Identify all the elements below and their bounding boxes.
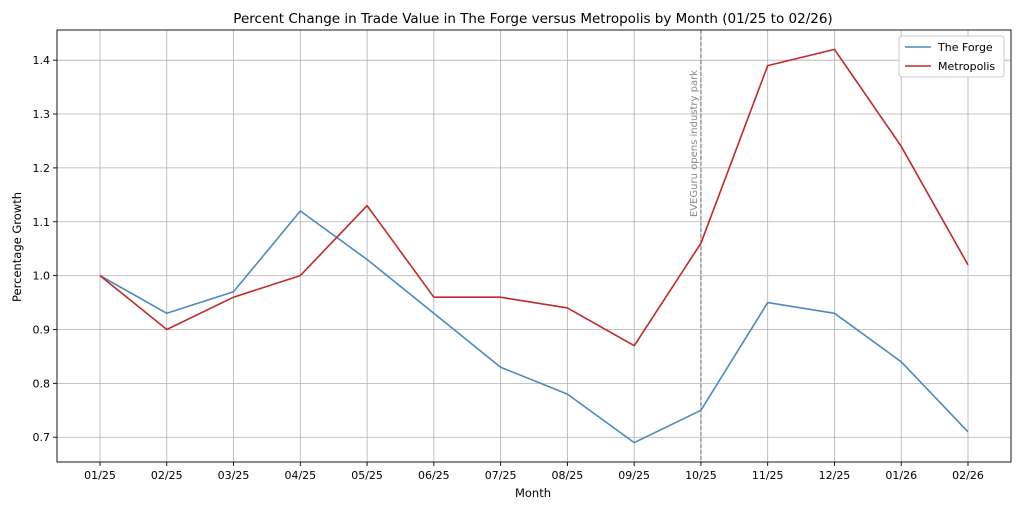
- x-tick-label: 05/25: [351, 469, 383, 482]
- y-axis-ticks: 0.7 0.8 0.9 1.0 1.1 1.2 1.3 1.4: [33, 54, 57, 444]
- x-tick-label: 02/25: [151, 469, 183, 482]
- x-tick-label: 12/25: [819, 469, 851, 482]
- reference-layer: EVEGuru opens industry park: [57, 30, 1011, 462]
- x-tick-label: 03/25: [218, 469, 250, 482]
- y-tick-label: 0.8: [33, 377, 51, 390]
- series-layer: [99, 48, 969, 444]
- x-tick-label: 06/25: [418, 469, 450, 482]
- legend-label: Metropolis: [938, 60, 995, 73]
- x-tick-label: 09/25: [618, 469, 650, 482]
- legend: The Forge Metropolis: [898, 35, 1005, 78]
- x-tick-label: 04/25: [284, 469, 316, 482]
- annotation-label: EVEGuru opens industry park: [689, 70, 700, 217]
- x-tick-label: 11/25: [752, 469, 784, 482]
- y-tick-label: 1.3: [33, 108, 51, 121]
- x-tick-label: 10/25: [685, 469, 717, 482]
- plot-area-frame: [56, 29, 1012, 463]
- series-line: [99, 48, 969, 347]
- y-tick-label: 1.2: [33, 162, 51, 175]
- x-tick-label: 08/25: [552, 469, 584, 482]
- chart-title: Percent Change in Trade Value in The For…: [233, 11, 832, 27]
- x-axis-label: Month: [515, 486, 551, 500]
- y-tick-label: 0.7: [33, 431, 51, 444]
- y-tick-label: 1.1: [33, 216, 51, 229]
- x-axis-ticks: 01/25 02/25 03/25 04/25 05/25 06/25 07/25 08/25…: [84, 462, 984, 482]
- x-tick-label: 01/25: [84, 469, 116, 482]
- y-tick-label: 0.9: [33, 323, 51, 336]
- x-tick-label: 01/26: [885, 469, 917, 482]
- y-axis-label: Percentage Growth: [10, 192, 24, 302]
- x-tick-label: 07/25: [485, 469, 517, 482]
- y-tick-label: 1.4: [33, 54, 51, 67]
- legend-label: The Forge: [937, 41, 993, 54]
- x-tick-label: 02/26: [952, 469, 984, 482]
- grid: [57, 30, 1011, 462]
- y-tick-label: 1.0: [33, 270, 51, 283]
- series-line: [99, 210, 969, 444]
